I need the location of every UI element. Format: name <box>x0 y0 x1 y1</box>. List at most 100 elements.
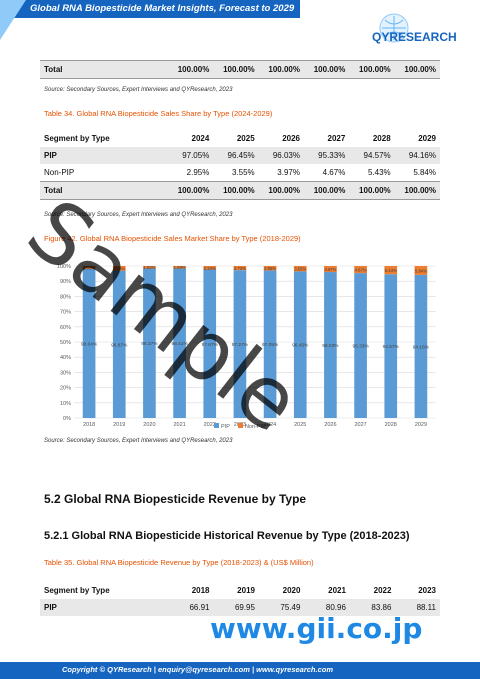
y-tick-label: 100% <box>57 264 71 270</box>
previous-table-total: Total 100.00% 100.00% 100.00% 100.00% 10… <box>40 60 440 79</box>
source-note: Source: Secondary Sources, Expert Interv… <box>44 438 233 444</box>
cell: 100.00% <box>168 60 214 79</box>
row-label: Non-PIP <box>40 164 168 182</box>
column-header: 2023 <box>395 582 440 599</box>
cell: 94.16% <box>394 147 440 164</box>
bar-non-pip <box>173 266 186 269</box>
x-tick-label: 2024 <box>264 422 276 428</box>
column-header: 2028 <box>349 130 395 147</box>
data-label-non-pip: 2.95% <box>264 266 276 271</box>
cell: 75.49 <box>258 599 305 616</box>
data-label-non-pip: 2.73% <box>234 266 246 271</box>
table-row: Total 100.00% 100.00% 100.00% 100.00% 10… <box>40 60 440 79</box>
source-note: Source: Secondary Sources, Expert Interv… <box>44 87 233 93</box>
row-label: Total <box>40 181 168 200</box>
cell: 83.86 <box>349 599 396 616</box>
data-label-pip: 94.57% <box>383 344 400 350</box>
x-tick-label: 2019 <box>113 422 125 428</box>
bar-non-pip <box>354 266 367 274</box>
x-tick-label: 2026 <box>324 422 336 428</box>
data-label-non-pip: 2.33% <box>204 266 216 271</box>
data-label-pip: 97.27% <box>232 342 249 348</box>
x-tick-label: 2022 <box>204 422 216 428</box>
header-bar <box>0 0 300 18</box>
column-header: 2025 <box>213 130 259 147</box>
data-label-pip: 97.05% <box>262 342 279 348</box>
cell: 2.95% <box>168 164 214 182</box>
x-tick-label: 2021 <box>173 422 185 428</box>
table-row: PIP 97.05% 96.45% 96.03% 95.33% 94.57% 9… <box>40 147 440 164</box>
table-header-row: Segment by Type 2024 2025 2026 2027 2028… <box>40 130 440 147</box>
cell: 69.95 <box>213 599 259 616</box>
row-label: PIP <box>40 599 168 616</box>
cell: 100.00% <box>349 60 395 79</box>
data-label-non-pip: 1.96% <box>83 265 95 270</box>
bar-pip <box>324 272 337 418</box>
y-tick-label: 50% <box>60 340 71 346</box>
column-header: 2018 <box>168 582 214 599</box>
y-tick-label: 40% <box>60 355 71 361</box>
cell: 100.00% <box>349 181 395 200</box>
column-header: 2019 <box>213 582 259 599</box>
y-tick-label: 10% <box>60 401 71 407</box>
y-tick-label: 0% <box>63 416 71 422</box>
header-accent <box>0 0 26 40</box>
stacked-bar-chart: 0% 10% 20% 30% 40% 50% 60% 70% 80% 90% 100% 98.04% 1… <box>57 264 436 430</box>
bar-pip <box>203 269 217 418</box>
bar-non-pip <box>82 266 96 269</box>
section-heading: 5.2 Global RNA Biopesticide Revenue by T… <box>44 492 307 506</box>
legend-label-pip: PIP <box>221 424 230 430</box>
page-footer: Copyright © QYResearch | enquiry@qyresea… <box>0 662 480 679</box>
table-row: PIP 66.91 69.95 75.49 80.96 83.86 88.11 <box>40 599 440 616</box>
data-label-non-pip: 5.84% <box>415 268 427 273</box>
bar-non-pip <box>143 266 156 269</box>
x-tick-label: 2020 <box>143 422 155 428</box>
cell: 100.00% <box>394 181 440 200</box>
bar-pip <box>354 273 367 418</box>
logo-text: QYRESEARCH <box>372 30 457 44</box>
bar-non-pip <box>414 266 428 275</box>
x-tick-label: 2028 <box>385 422 397 428</box>
bar-pip <box>143 268 156 418</box>
data-label-non-pip: 5.43% <box>385 268 397 273</box>
table-header-row: Segment by Type 2018 2019 2020 2021 2022… <box>40 582 440 599</box>
column-header: Segment by Type <box>40 582 168 599</box>
x-tick-label: 2029 <box>415 422 427 428</box>
row-label: Total <box>40 60 168 79</box>
bar-pip <box>173 268 186 418</box>
x-tick-label: 2018 <box>83 422 95 428</box>
column-header: 2022 <box>349 582 396 599</box>
bar-non-pip <box>263 266 277 271</box>
cell: 100.00% <box>213 181 259 200</box>
data-label-pip: 94.16% <box>413 344 430 350</box>
cell: 97.05% <box>168 147 214 164</box>
bar-non-pip <box>324 266 337 273</box>
cell: 3.97% <box>258 164 304 182</box>
column-header: 2024 <box>168 130 214 147</box>
bar-non-pip <box>293 266 307 272</box>
table-caption: Table 35. Global RNA Biopesticide Revenu… <box>44 558 314 567</box>
cell: 100.00% <box>168 181 214 200</box>
footer-text: Copyright © QYResearch | enquiry@qyresea… <box>62 665 334 674</box>
cell: 100.00% <box>303 60 350 79</box>
qyresearch-logo <box>379 13 409 43</box>
column-header: 2026 <box>258 130 304 147</box>
y-tick-label: 90% <box>60 279 71 285</box>
cell: 100.00% <box>258 60 304 79</box>
cell: 100.00% <box>394 60 440 79</box>
data-label-pip: 96.03% <box>322 343 339 349</box>
column-header: 2027 <box>303 130 350 147</box>
cell: 3.55% <box>213 164 259 182</box>
cell: 95.33% <box>303 147 350 164</box>
data-label-pip: 97.67% <box>202 342 219 348</box>
subsection-heading: 5.2.1 Global RNA Biopesticide Historical… <box>44 530 410 542</box>
bar-pip <box>233 270 247 418</box>
cell: 66.91 <box>168 599 214 616</box>
column-header: 2020 <box>258 582 305 599</box>
legend-label-non-pip: Non-PIP <box>245 424 266 430</box>
data-label-non-pip: 3.13% <box>113 266 125 271</box>
table-34: Segment by Type 2024 2025 2026 2027 2028… <box>40 130 440 200</box>
cell: 94.57% <box>349 147 395 164</box>
bar-pip <box>82 268 96 418</box>
cell: 4.67% <box>303 164 350 182</box>
